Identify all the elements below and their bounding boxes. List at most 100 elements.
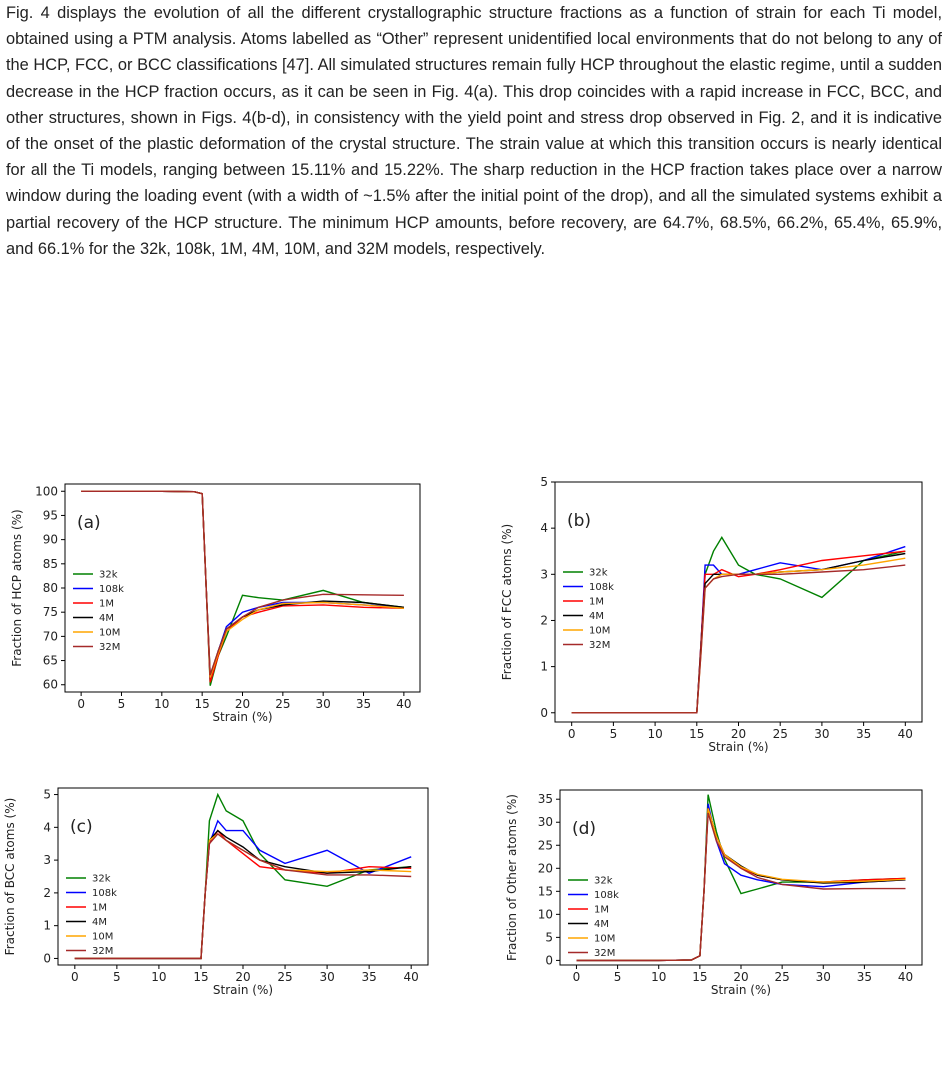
series-line: [81, 490, 404, 681]
series-line: [81, 490, 404, 686]
x-tick-label: 10: [154, 697, 169, 711]
legend-label: 108k: [594, 890, 619, 901]
y-tick-label: 15: [538, 884, 553, 898]
x-tick-label: 10: [151, 970, 166, 984]
y-axis-label: Fraction of HCP atoms (%): [10, 509, 24, 666]
legend-label: 32M: [92, 946, 113, 957]
x-axis-label: Strain (%): [711, 983, 771, 997]
series-line: [571, 552, 906, 714]
x-tick-label: 0: [77, 697, 85, 711]
y-tick-label: 20: [538, 861, 553, 875]
y-tick-label: 75: [43, 605, 58, 619]
legend-label: 4M: [594, 919, 609, 930]
y-tick-label: 0: [545, 953, 553, 967]
legend-label: 10M: [92, 932, 113, 943]
legend-label: 32k: [92, 874, 111, 885]
y-tick-label: 25: [538, 838, 553, 852]
panel-label: (a): [77, 513, 101, 533]
x-tick-label: 5: [113, 970, 121, 984]
x-tick-label: 20: [235, 697, 250, 711]
x-tick-label: 35: [361, 970, 376, 984]
y-tick-label: 1: [43, 919, 51, 933]
legend-label: 108k: [92, 888, 117, 899]
x-axis-label: Strain (%): [708, 740, 768, 754]
x-tick-label: 30: [316, 697, 331, 711]
x-tick-label: 15: [689, 727, 704, 741]
legend-label: 32M: [589, 640, 610, 651]
x-tick-label: 5: [118, 697, 126, 711]
series-line: [571, 545, 906, 714]
x-tick-label: 40: [898, 727, 913, 741]
y-tick-label: 3: [43, 853, 51, 867]
x-tick-label: 0: [71, 970, 79, 984]
y-tick-label: 4: [540, 521, 548, 535]
y-tick-label: 95: [43, 508, 58, 522]
y-tick-label: 1: [540, 660, 548, 674]
x-tick-label: 20: [235, 970, 250, 984]
y-tick-label: 100: [35, 484, 58, 498]
y-tick-label: 0: [43, 951, 51, 965]
x-tick-label: 10: [651, 970, 666, 984]
legend-label: 32M: [99, 642, 120, 653]
series-line: [571, 536, 906, 714]
y-tick-label: 35: [538, 792, 553, 806]
series-line: [74, 832, 412, 960]
x-tick-label: 15: [692, 970, 707, 984]
legend-label: 32k: [594, 876, 613, 887]
y-tick-label: 80: [43, 581, 58, 595]
x-tick-label: 25: [774, 970, 789, 984]
x-axis-label: Strain (%): [213, 983, 273, 997]
legend-label: 32k: [589, 568, 608, 579]
y-tick-label: 65: [43, 654, 58, 668]
legend-label: 1M: [99, 599, 114, 610]
legend-label: 1M: [589, 597, 604, 608]
y-axis-label: Fraction of Other atoms (%): [505, 794, 519, 961]
y-tick-label: 5: [545, 930, 553, 944]
series-line: [571, 564, 906, 714]
series-line: [576, 812, 906, 962]
x-tick-label: 35: [356, 697, 371, 711]
x-tick-label: 25: [773, 727, 788, 741]
x-tick-label: 30: [319, 970, 334, 984]
legend-label: 10M: [99, 628, 120, 639]
panel-label: (b): [567, 511, 591, 531]
y-tick-label: 85: [43, 557, 58, 571]
x-tick-label: 0: [573, 970, 581, 984]
legend-label: 4M: [99, 613, 114, 624]
series-line: [74, 819, 412, 960]
x-tick-label: 40: [404, 970, 419, 984]
legend-label: 32k: [99, 570, 118, 581]
y-axis-label: Fraction of BCC atoms (%): [3, 798, 17, 956]
x-tick-label: 35: [856, 727, 871, 741]
x-tick-label: 10: [647, 727, 662, 741]
legend-label: 10M: [594, 934, 615, 945]
legend-label: 32M: [594, 948, 615, 959]
x-tick-label: 40: [396, 697, 411, 711]
series-line: [576, 794, 906, 962]
y-tick-label: 60: [43, 678, 58, 692]
x-tick-label: 30: [816, 970, 831, 984]
y-tick-label: 3: [540, 567, 548, 581]
series-line: [571, 557, 906, 714]
series-line: [576, 808, 906, 962]
y-tick-label: 4: [43, 820, 51, 834]
series-line: [74, 792, 412, 960]
series-line: [81, 490, 404, 678]
y-tick-label: 0: [540, 706, 548, 720]
x-tick-label: 15: [195, 697, 210, 711]
legend-label: 108k: [589, 582, 614, 593]
y-tick-label: 90: [43, 533, 58, 547]
x-tick-label: 40: [898, 970, 913, 984]
y-tick-label: 30: [538, 815, 553, 829]
panel-label: (c): [70, 817, 93, 837]
x-tick-label: 30: [814, 727, 829, 741]
series-line: [81, 490, 404, 676]
x-tick-label: 25: [277, 970, 292, 984]
x-tick-label: 0: [568, 727, 576, 741]
legend-label: 108k: [99, 584, 124, 595]
legend-label: 4M: [589, 611, 604, 622]
legend-label: 1M: [92, 903, 107, 914]
series-line: [571, 550, 906, 714]
plot-frame: [554, 481, 923, 723]
